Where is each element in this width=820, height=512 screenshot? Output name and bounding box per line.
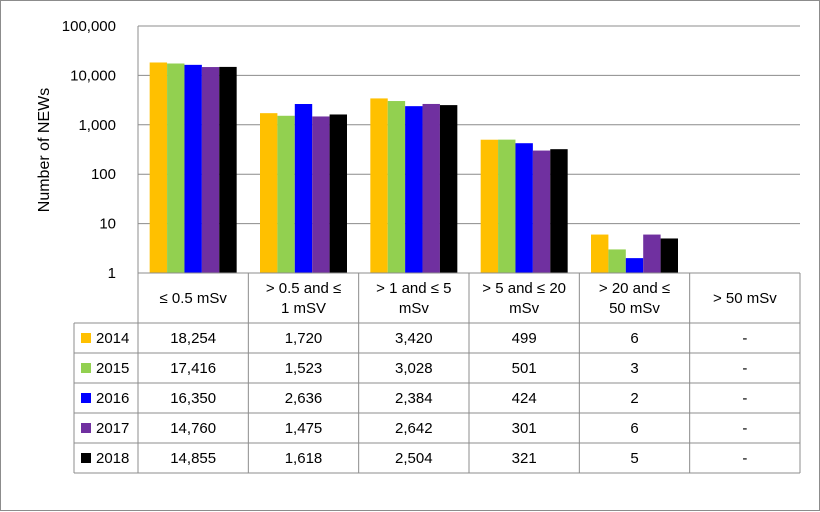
legend-swatch	[81, 393, 91, 403]
bar	[329, 114, 347, 273]
category-label: 50 mSv	[609, 300, 660, 317]
data-label: -	[742, 360, 747, 377]
data-label: 1,523	[285, 360, 323, 377]
data-label: 3,420	[395, 330, 433, 347]
bar	[405, 106, 423, 273]
category-label: > 5 and ≤ 20	[482, 280, 566, 297]
data-label: -	[742, 420, 747, 437]
bar	[167, 63, 185, 273]
bar	[643, 234, 661, 273]
data-label: 5	[630, 450, 638, 467]
data-label: 1,720	[285, 330, 323, 347]
data-label: 16,350	[170, 390, 216, 407]
legend-label: 2018	[96, 450, 129, 467]
data-label: 1,475	[285, 420, 323, 437]
legend-swatch	[81, 453, 91, 463]
bar	[422, 103, 440, 274]
legend-label: 2017	[96, 420, 129, 437]
data-label: 424	[512, 390, 537, 407]
data-label: 501	[512, 360, 537, 377]
data-label: 2,384	[395, 390, 433, 407]
bar	[625, 258, 644, 273]
y-tick-label: 10,000	[70, 67, 116, 84]
category-label: > 1 and ≤ 5	[376, 280, 451, 297]
bar	[515, 143, 533, 273]
bar	[277, 115, 295, 273]
data-label: 1,618	[285, 450, 323, 467]
bar	[439, 105, 458, 273]
data-label: 14,855	[170, 450, 216, 467]
data-label: 18,254	[170, 330, 216, 347]
y-tick-label: 1,000	[78, 117, 116, 134]
bar	[608, 249, 626, 273]
category-label: > 50 mSv	[713, 290, 777, 307]
y-axis-title: Number of NEWs	[36, 88, 53, 212]
bar	[201, 67, 220, 273]
bar	[550, 149, 568, 273]
bar	[532, 150, 551, 273]
legend-swatch	[81, 333, 91, 343]
data-label: 14,760	[170, 420, 216, 437]
data-label: 2,636	[285, 390, 323, 407]
bar	[591, 234, 609, 273]
category-label: mSv	[399, 300, 430, 317]
data-label: 2,504	[395, 450, 433, 467]
data-label: 3	[630, 360, 638, 377]
data-label: 6	[630, 330, 638, 347]
bar	[149, 62, 168, 274]
legend-label: 2015	[96, 360, 129, 377]
legend-swatch	[81, 423, 91, 433]
data-label: 321	[512, 450, 537, 467]
data-label: -	[742, 390, 747, 407]
category-label: > 0.5 and ≤	[266, 280, 341, 297]
bar	[260, 113, 278, 274]
data-label: -	[742, 450, 747, 467]
y-tick-label: 1	[108, 265, 116, 282]
category-label: ≤ 0.5 mSv	[159, 290, 227, 307]
bar	[312, 116, 330, 274]
category-label: 1 mSV	[281, 300, 326, 317]
data-label: 2	[630, 390, 638, 407]
bar	[294, 104, 313, 273]
bar	[184, 64, 202, 273]
data-label: 17,416	[170, 360, 216, 377]
y-tick-label: 100	[91, 166, 116, 183]
data-label: 6	[630, 420, 638, 437]
bar	[498, 139, 516, 273]
bar	[387, 101, 406, 273]
data-label: -	[742, 330, 747, 347]
data-label: 301	[512, 420, 537, 437]
legend-label: 2014	[96, 330, 129, 347]
data-label: 3,028	[395, 360, 433, 377]
category-label: > 20 and ≤	[599, 280, 670, 297]
legend-label: 2016	[96, 390, 129, 407]
category-label: mSv	[509, 300, 540, 317]
bar	[370, 98, 388, 273]
bar	[660, 238, 678, 273]
y-tick-label: 100,000	[62, 18, 116, 35]
data-label: 2,642	[395, 420, 433, 437]
y-tick-label: 10	[99, 216, 116, 233]
bar	[219, 66, 237, 274]
bar	[480, 139, 499, 273]
legend-swatch	[81, 363, 91, 373]
data-label: 499	[512, 330, 537, 347]
